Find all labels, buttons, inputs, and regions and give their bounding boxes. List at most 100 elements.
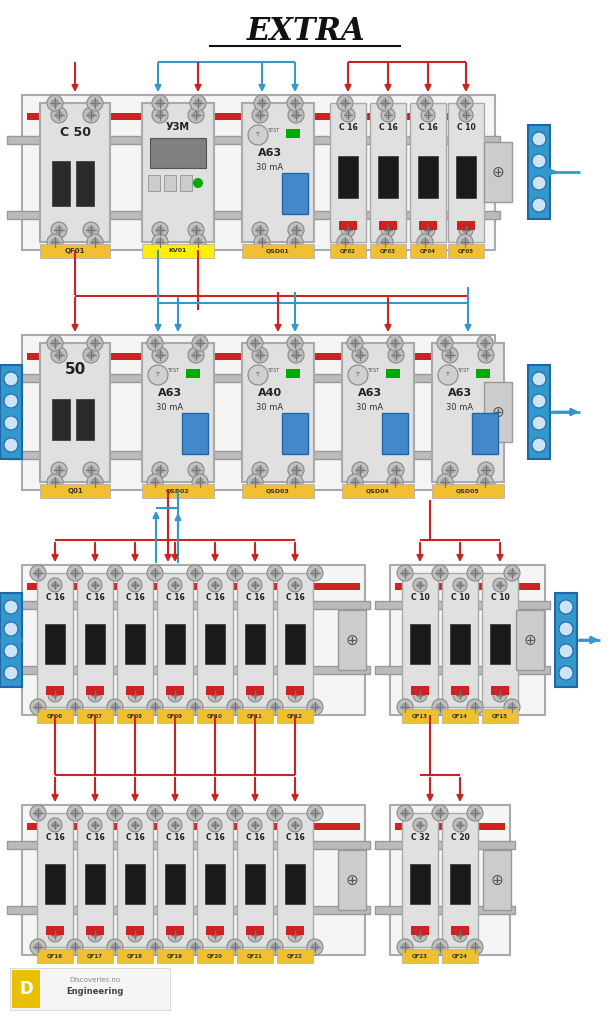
Circle shape — [271, 943, 279, 951]
Circle shape — [252, 106, 268, 123]
Circle shape — [196, 478, 204, 486]
Circle shape — [83, 222, 99, 238]
Text: QF18: QF18 — [127, 953, 143, 958]
Text: QF15: QF15 — [492, 714, 508, 719]
Bar — [157, 709, 193, 723]
Text: ⊕: ⊕ — [491, 872, 504, 888]
Circle shape — [288, 347, 304, 362]
Circle shape — [288, 222, 304, 238]
Circle shape — [188, 106, 204, 123]
Circle shape — [111, 569, 119, 577]
Circle shape — [83, 462, 99, 478]
Circle shape — [457, 234, 473, 250]
Circle shape — [288, 928, 302, 942]
Circle shape — [436, 703, 444, 711]
Circle shape — [432, 699, 448, 715]
Circle shape — [91, 99, 99, 106]
Circle shape — [341, 238, 349, 246]
Bar — [472, 413, 498, 455]
Circle shape — [413, 688, 427, 702]
Text: C 16: C 16 — [86, 593, 105, 601]
Bar — [22, 805, 365, 955]
Bar — [482, 709, 518, 723]
Circle shape — [151, 569, 159, 577]
Bar — [382, 413, 408, 455]
Circle shape — [188, 222, 204, 238]
Bar — [491, 686, 509, 695]
Circle shape — [248, 818, 262, 831]
Bar — [27, 113, 460, 120]
Circle shape — [48, 578, 62, 592]
Bar — [77, 709, 113, 723]
Circle shape — [397, 565, 413, 581]
Bar — [0, 593, 22, 687]
Bar — [46, 926, 64, 935]
Circle shape — [252, 821, 258, 828]
Bar — [142, 343, 214, 482]
Circle shape — [461, 99, 469, 106]
Text: TEST: TEST — [457, 369, 469, 374]
Bar — [286, 369, 300, 378]
Circle shape — [88, 928, 102, 942]
Circle shape — [208, 688, 222, 702]
Text: TEST: TEST — [267, 369, 279, 374]
Bar — [157, 573, 193, 707]
Circle shape — [559, 622, 573, 636]
Circle shape — [421, 223, 435, 237]
Bar — [166, 686, 184, 695]
Circle shape — [152, 95, 168, 111]
Bar — [126, 926, 144, 935]
Circle shape — [4, 416, 18, 430]
Circle shape — [88, 688, 102, 702]
Bar — [342, 343, 414, 482]
Circle shape — [55, 226, 63, 234]
Circle shape — [171, 582, 179, 589]
Bar — [237, 813, 273, 947]
Bar — [182, 413, 208, 455]
Bar — [442, 813, 478, 947]
Bar — [22, 335, 495, 490]
Circle shape — [356, 466, 364, 474]
Circle shape — [128, 578, 142, 592]
Circle shape — [248, 928, 262, 942]
Circle shape — [401, 703, 409, 711]
Bar — [285, 624, 305, 665]
Text: C 16: C 16 — [125, 833, 144, 842]
Circle shape — [51, 691, 59, 698]
Circle shape — [391, 478, 399, 486]
Circle shape — [231, 809, 239, 817]
Text: C 50: C 50 — [59, 127, 91, 139]
Bar — [86, 926, 104, 935]
Circle shape — [132, 582, 138, 589]
Circle shape — [231, 703, 239, 711]
Circle shape — [307, 939, 323, 955]
Circle shape — [111, 703, 119, 711]
Circle shape — [432, 565, 448, 581]
Circle shape — [87, 95, 103, 111]
Circle shape — [191, 809, 199, 817]
Circle shape — [51, 462, 67, 478]
Circle shape — [254, 234, 270, 250]
Circle shape — [256, 111, 264, 119]
Circle shape — [467, 565, 483, 581]
Circle shape — [288, 578, 302, 592]
Circle shape — [147, 805, 163, 821]
Circle shape — [311, 703, 319, 711]
Bar — [142, 484, 214, 498]
Circle shape — [471, 809, 479, 817]
Text: QF13: QF13 — [412, 714, 428, 719]
Circle shape — [193, 178, 203, 188]
Bar — [286, 129, 300, 138]
Bar — [457, 221, 475, 230]
Bar — [451, 686, 469, 695]
Circle shape — [71, 943, 79, 951]
Text: 30 mA: 30 mA — [356, 402, 384, 412]
Circle shape — [377, 95, 393, 111]
Bar — [237, 949, 273, 963]
Circle shape — [71, 569, 79, 577]
Circle shape — [453, 928, 467, 942]
Bar — [338, 156, 358, 198]
Circle shape — [51, 106, 67, 123]
Circle shape — [196, 339, 204, 347]
Bar — [338, 610, 366, 670]
